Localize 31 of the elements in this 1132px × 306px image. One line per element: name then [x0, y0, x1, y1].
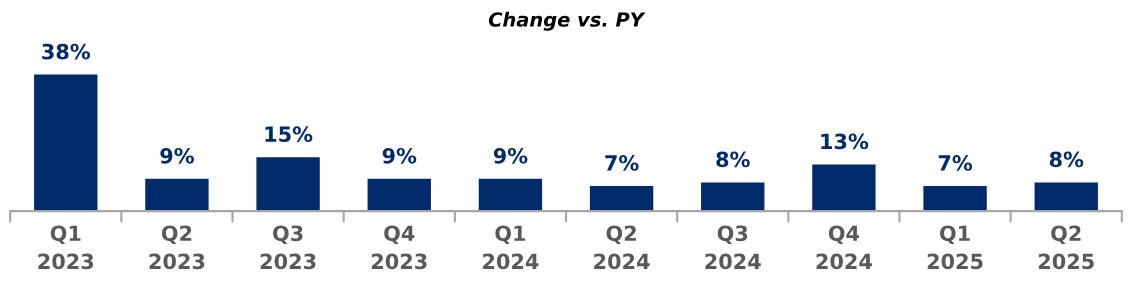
bar	[589, 185, 654, 212]
x-tick-label: Q1 2025	[927, 225, 983, 270]
x-tick-label: Q4 2024	[816, 225, 872, 270]
data-label: 8%	[1049, 151, 1084, 168]
data-label: 8%	[716, 151, 750, 168]
bar	[367, 178, 431, 212]
x-tick-label: Q2 2023	[149, 225, 205, 270]
data-label: 7%	[605, 155, 639, 171]
bar	[701, 182, 765, 212]
bar	[478, 178, 543, 212]
bar	[1034, 182, 1098, 212]
data-label: 13%	[821, 133, 869, 150]
chart-title: Change vs. PY	[488, 11, 646, 31]
bar	[145, 178, 209, 212]
x-tick-label: Q2 2025	[1038, 225, 1094, 270]
bar	[256, 157, 320, 212]
data-label: 38%	[42, 43, 91, 60]
x-tick-label: Q1 2024	[483, 225, 539, 270]
x-tick-label: Q3 2023	[260, 225, 316, 270]
data-label: 9%	[493, 147, 528, 164]
bar	[812, 164, 876, 212]
bar	[923, 185, 987, 212]
x-tick-label: Q3 2024	[705, 225, 761, 270]
x-tick-label: Q1 2023	[38, 225, 94, 270]
data-label: 7%	[938, 155, 973, 171]
data-label: 9%	[160, 147, 194, 164]
x-tick-label: Q2 2024	[594, 225, 650, 270]
data-label: 15%	[265, 126, 313, 143]
bar	[34, 74, 98, 212]
data-label: 9%	[382, 147, 417, 164]
x-tick-label: Q4 2023	[371, 225, 427, 270]
